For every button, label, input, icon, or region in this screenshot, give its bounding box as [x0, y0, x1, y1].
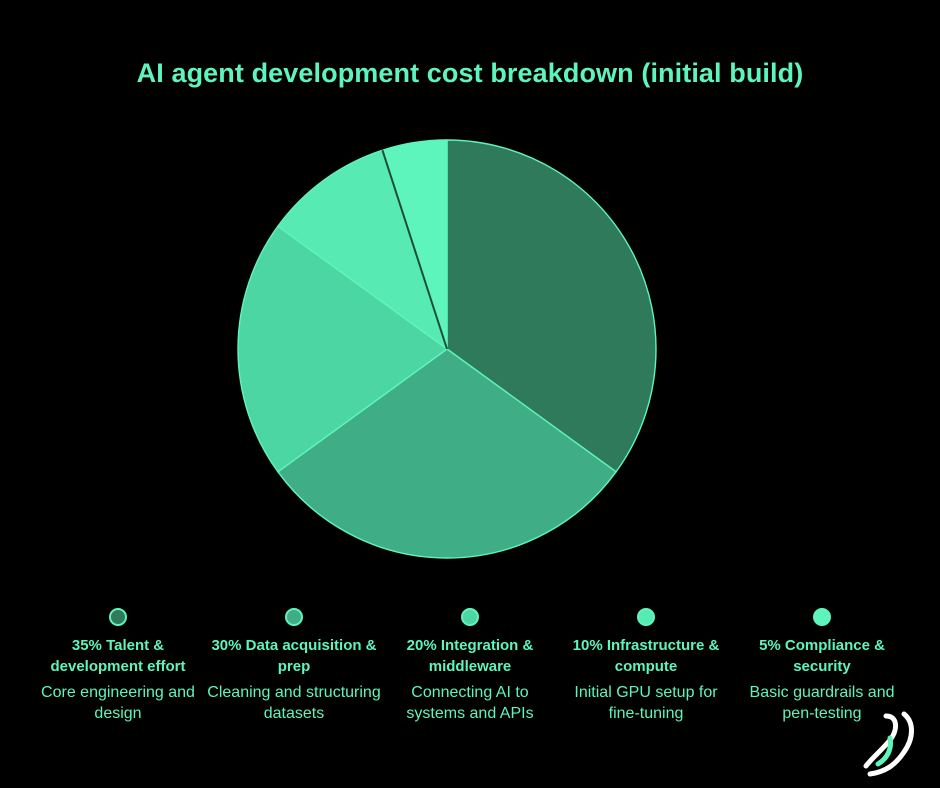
pie-slice-talent — [446, 139, 657, 473]
legend-heading: 30% Data acquisition & prep — [211, 637, 377, 675]
legend-heading: 10% Infrastructure & compute — [572, 637, 720, 675]
legend-description: Connecting AI to systems and APIs — [406, 684, 534, 722]
legend-dot-icon — [637, 608, 655, 626]
legend-description: Cleaning and structuring datasets — [207, 684, 381, 722]
legend-item-data: 30% Data acquisition & prep Cleaning and… — [206, 608, 382, 724]
legend-item-talent: 35% Talent & development effort Core eng… — [30, 608, 206, 724]
brand-logo-icon — [863, 711, 914, 777]
legend-dot-icon — [109, 608, 127, 626]
legend-description: Core engineering and design — [41, 684, 195, 722]
legend-dot-icon — [461, 608, 479, 626]
legend-heading: 5% Compliance & security — [759, 637, 885, 675]
chart-legend: 35% Talent & development effort Core eng… — [30, 608, 910, 724]
pie-slice-data — [277, 348, 617, 559]
pie-slice-infrastructure — [277, 149, 448, 350]
legend-heading: 35% Talent & development effort — [50, 637, 186, 675]
chart-title: AI agent development cost breakdown (ini… — [136, 58, 804, 88]
pie-slice-integration — [237, 225, 448, 473]
legend-description: Initial GPU setup for fine-tuning — [574, 684, 718, 722]
legend-item-compliance: 5% Compliance & security Basic guardrail… — [734, 608, 910, 724]
legend-description: Basic guardrails and pen-testing — [749, 684, 895, 722]
legend-item-infrastructure: 10% Infrastructure & compute Initial GPU… — [558, 608, 734, 724]
legend-item-integration: 20% Integration & middleware Connecting … — [382, 608, 558, 724]
legend-dot-icon — [285, 608, 303, 626]
legend-heading: 20% Integration & middleware — [406, 637, 534, 675]
pie-slice-divider — [381, 149, 448, 350]
legend-dot-icon — [813, 608, 831, 626]
